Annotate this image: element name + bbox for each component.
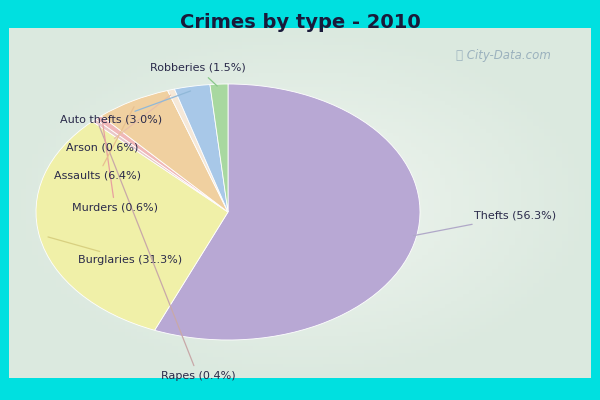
- Wedge shape: [101, 90, 228, 212]
- Wedge shape: [167, 89, 228, 212]
- Text: Arson (0.6%): Arson (0.6%): [66, 95, 170, 153]
- Text: Burglaries (31.3%): Burglaries (31.3%): [48, 237, 182, 265]
- Text: Thefts (56.3%): Thefts (56.3%): [413, 211, 556, 236]
- Text: Rapes (0.4%): Rapes (0.4%): [99, 126, 235, 381]
- Text: ⓘ City-Data.com: ⓘ City-Data.com: [456, 50, 551, 62]
- Wedge shape: [175, 84, 228, 212]
- Wedge shape: [36, 122, 228, 330]
- Text: Murders (0.6%): Murders (0.6%): [72, 123, 158, 213]
- Text: Auto thefts (3.0%): Auto thefts (3.0%): [60, 91, 191, 125]
- Wedge shape: [155, 84, 420, 340]
- Text: Assaults (6.4%): Assaults (6.4%): [54, 107, 141, 181]
- Text: Crimes by type - 2010: Crimes by type - 2010: [179, 12, 421, 32]
- Wedge shape: [210, 84, 228, 212]
- Wedge shape: [96, 116, 228, 212]
- Text: Robberies (1.5%): Robberies (1.5%): [150, 63, 246, 86]
- Wedge shape: [92, 119, 228, 212]
